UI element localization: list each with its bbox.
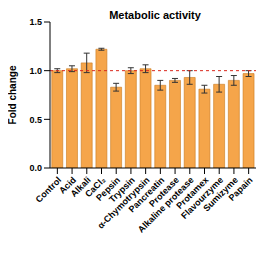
- svg-text:Pancreatin: Pancreatin: [126, 174, 167, 215]
- svg-text:Sumizyme: Sumizyme: [201, 174, 240, 214]
- svg-text:Fold change: Fold change: [8, 65, 18, 124]
- svg-text:1.0: 1.0: [29, 66, 42, 76]
- svg-text:Trypsin: Trypsin: [107, 174, 137, 205]
- svg-text:Protamex: Protamex: [174, 174, 211, 211]
- svg-text:1.5: 1.5: [29, 17, 42, 27]
- svg-text:Acid: Acid: [57, 174, 78, 196]
- svg-text:Alkaline protease: Alkaline protease: [135, 174, 196, 235]
- svg-text:Alkali: Alkali: [68, 174, 93, 199]
- svg-text:α-Chymotrypsin: α-Chymotrypsin: [95, 174, 152, 231]
- svg-text:0.0: 0.0: [29, 163, 42, 173]
- svg-text:Protease: Protease: [147, 174, 181, 209]
- svg-text:Papain: Papain: [227, 175, 255, 203]
- svg-text:CaCl₂: CaCl₂: [83, 174, 108, 200]
- html-text:Metabolic activity: Metabolic activity: [109, 9, 201, 21]
- svg-text:Control: Control: [33, 174, 64, 205]
- svg-text:0.5: 0.5: [29, 115, 42, 125]
- svg-text:Pepsin: Pepsin: [94, 174, 123, 203]
- svg-text:Flavourzyme: Flavourzyme: [179, 174, 226, 221]
